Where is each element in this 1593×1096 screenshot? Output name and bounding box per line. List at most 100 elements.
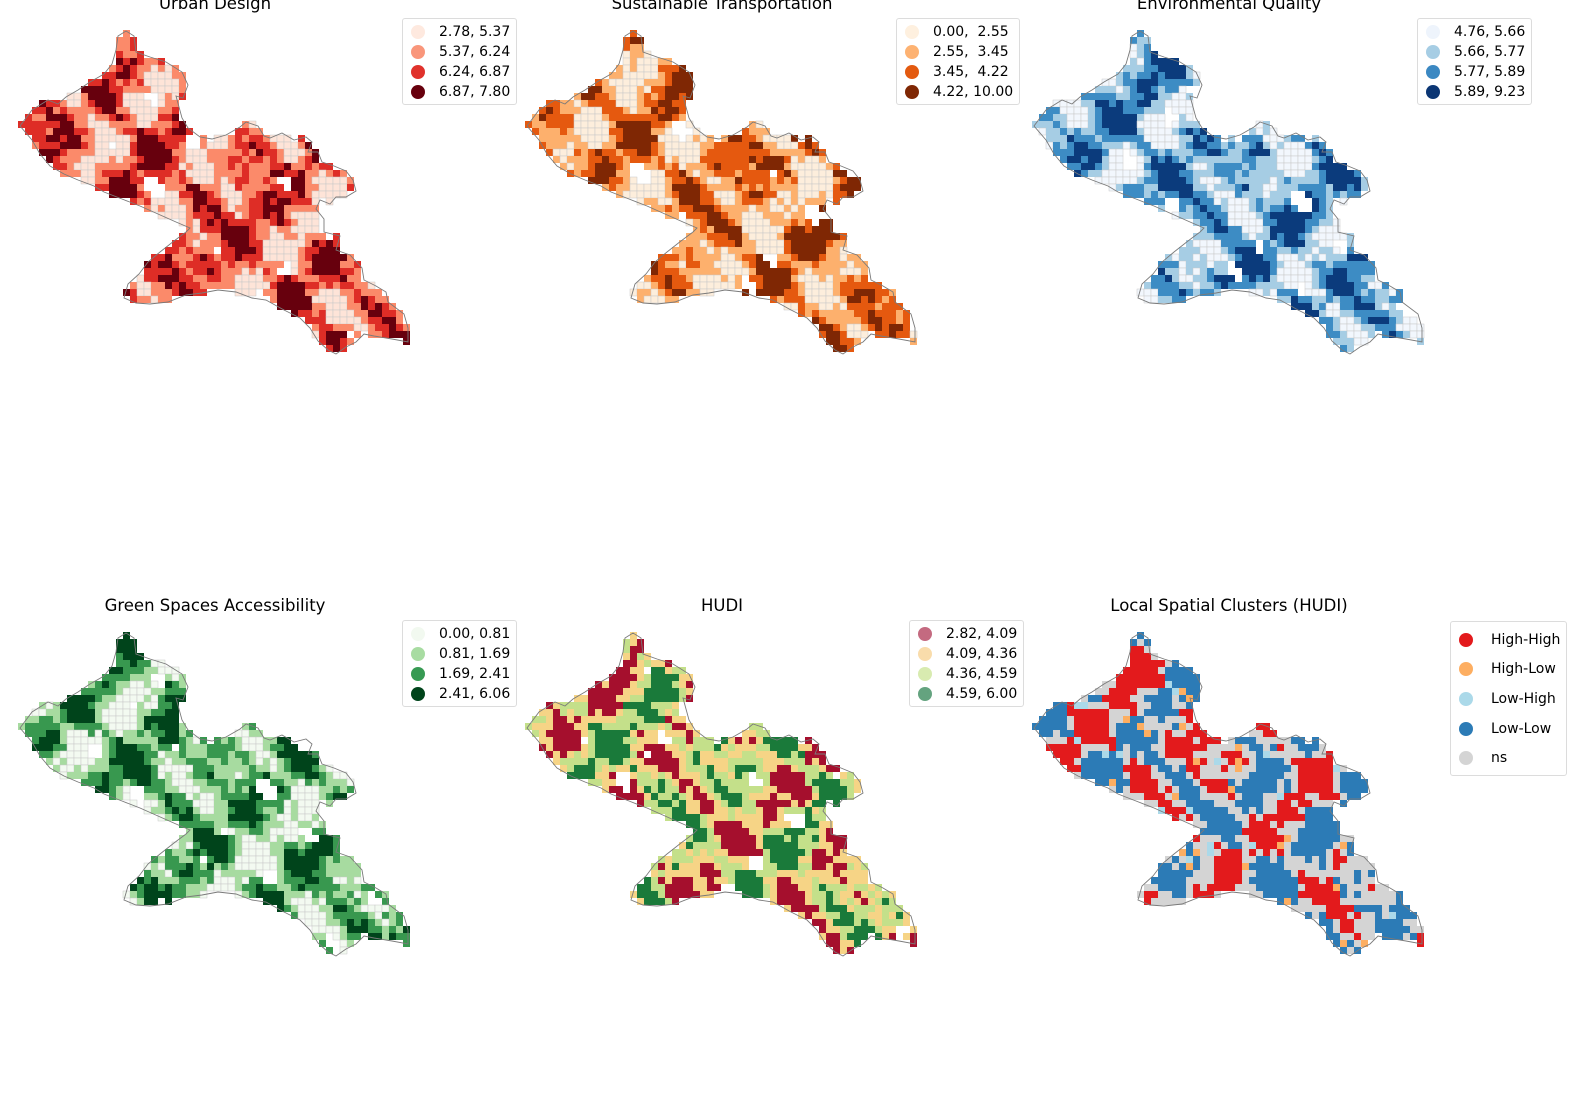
grid-cell: [678, 155, 687, 164]
grid-cell: [1270, 226, 1277, 233]
grid-cell: [122, 722, 131, 731]
grid-cell: [784, 884, 791, 891]
grid-cell: [651, 793, 658, 800]
grid-cell: [1263, 149, 1270, 156]
grid-cell: [298, 835, 305, 842]
grid-cell: [608, 78, 617, 87]
grid-cell: [354, 261, 361, 268]
grid-cell: [144, 156, 151, 163]
grid-cell: [186, 737, 193, 744]
grid-cell: [151, 877, 158, 884]
grid-cell: [776, 204, 785, 213]
grid-cell: [749, 142, 756, 149]
grid-cell: [248, 862, 257, 871]
grid-cell: [298, 282, 305, 289]
grid-cell: [221, 247, 228, 254]
grid-cell: [707, 135, 714, 142]
grid-cell: [651, 142, 658, 149]
grid-cell: [165, 884, 172, 891]
grid-cell: [1374, 281, 1383, 290]
grid-cell: [882, 891, 889, 898]
grid-cell: [207, 863, 214, 870]
grid-cell: [318, 925, 327, 934]
grid-cell: [763, 142, 770, 149]
grid-cell: [1304, 155, 1313, 164]
grid-cell: [130, 79, 137, 86]
grid-cell: [1256, 191, 1263, 198]
grid-cell: [1172, 261, 1179, 268]
grid-cell: [609, 163, 616, 170]
grid-cell: [1263, 247, 1270, 254]
grid-cell: [742, 163, 749, 170]
grid-cell: [882, 303, 889, 310]
grid-cell: [1305, 184, 1312, 191]
grid-cell: [291, 198, 298, 205]
grid-cell: [151, 870, 158, 877]
grid-cell: [290, 792, 299, 801]
grid-cell: [1326, 170, 1333, 177]
grid-cell: [333, 275, 340, 282]
grid-cell: [700, 884, 707, 891]
grid-cell: [686, 275, 693, 282]
grid-cell: [784, 751, 791, 758]
grid-cell: [172, 688, 179, 695]
grid-cell: [88, 107, 95, 114]
grid-cell: [123, 30, 130, 37]
grid-cell: [165, 107, 172, 114]
grid-cell: [693, 807, 700, 814]
grid-cell: [137, 163, 144, 170]
grid-cell: [116, 58, 123, 65]
grid-cell: [158, 856, 165, 863]
grid-cell: [1179, 135, 1186, 142]
grid-cell: [80, 736, 89, 745]
grid-cell: [861, 268, 868, 275]
grid-cell: [102, 177, 109, 184]
grid-cell: [826, 233, 833, 240]
grid-cell: [1207, 142, 1214, 149]
grid-cell: [1326, 254, 1333, 261]
grid-cell: [679, 744, 686, 751]
grid-cell: [1199, 176, 1208, 185]
grid-cell: [95, 170, 102, 177]
grid-cell: [228, 842, 235, 849]
grid-cell: [1283, 274, 1292, 283]
grid-cell: [74, 149, 81, 156]
grid-cell: [319, 779, 326, 786]
grid-cell: [263, 184, 270, 191]
grid-cell: [644, 149, 651, 156]
grid-cell: [1200, 128, 1207, 135]
grid-cell: [1270, 205, 1277, 212]
grid-cell: [1186, 240, 1193, 247]
grid-cell: [784, 849, 791, 856]
grid-cell: [671, 141, 680, 150]
grid-cell: [67, 170, 74, 177]
grid-cell: [672, 674, 679, 681]
grid-cell: [339, 190, 348, 199]
grid-cell: [749, 275, 756, 282]
grid-cell: [326, 786, 333, 793]
grid-cell: [108, 148, 117, 157]
grid-cell: [672, 107, 679, 114]
grid-cell: [840, 779, 847, 786]
grid-cell: [854, 177, 861, 184]
grid-cell: [137, 667, 144, 674]
grid-cell: [777, 233, 784, 240]
grid-cell: [305, 142, 312, 149]
panel-title: HUDI: [700, 596, 744, 615]
grid-cell: [284, 863, 291, 870]
grid-cell: [186, 849, 193, 856]
grid-cell: [609, 142, 616, 149]
grid-cell: [755, 246, 764, 255]
grid-cell: [214, 212, 221, 219]
grid-cell: [74, 695, 81, 702]
grid-cell: [137, 758, 144, 765]
grid-cell: [728, 765, 735, 772]
grid-cell: [1375, 296, 1382, 303]
grid-cell: [326, 163, 333, 170]
grid-cell: [735, 247, 742, 254]
grid-cell: [1116, 142, 1123, 149]
grid-cell: [658, 261, 665, 268]
grid-cell: [574, 695, 581, 702]
grid-cell: [151, 709, 158, 716]
grid-cell: [179, 884, 186, 891]
